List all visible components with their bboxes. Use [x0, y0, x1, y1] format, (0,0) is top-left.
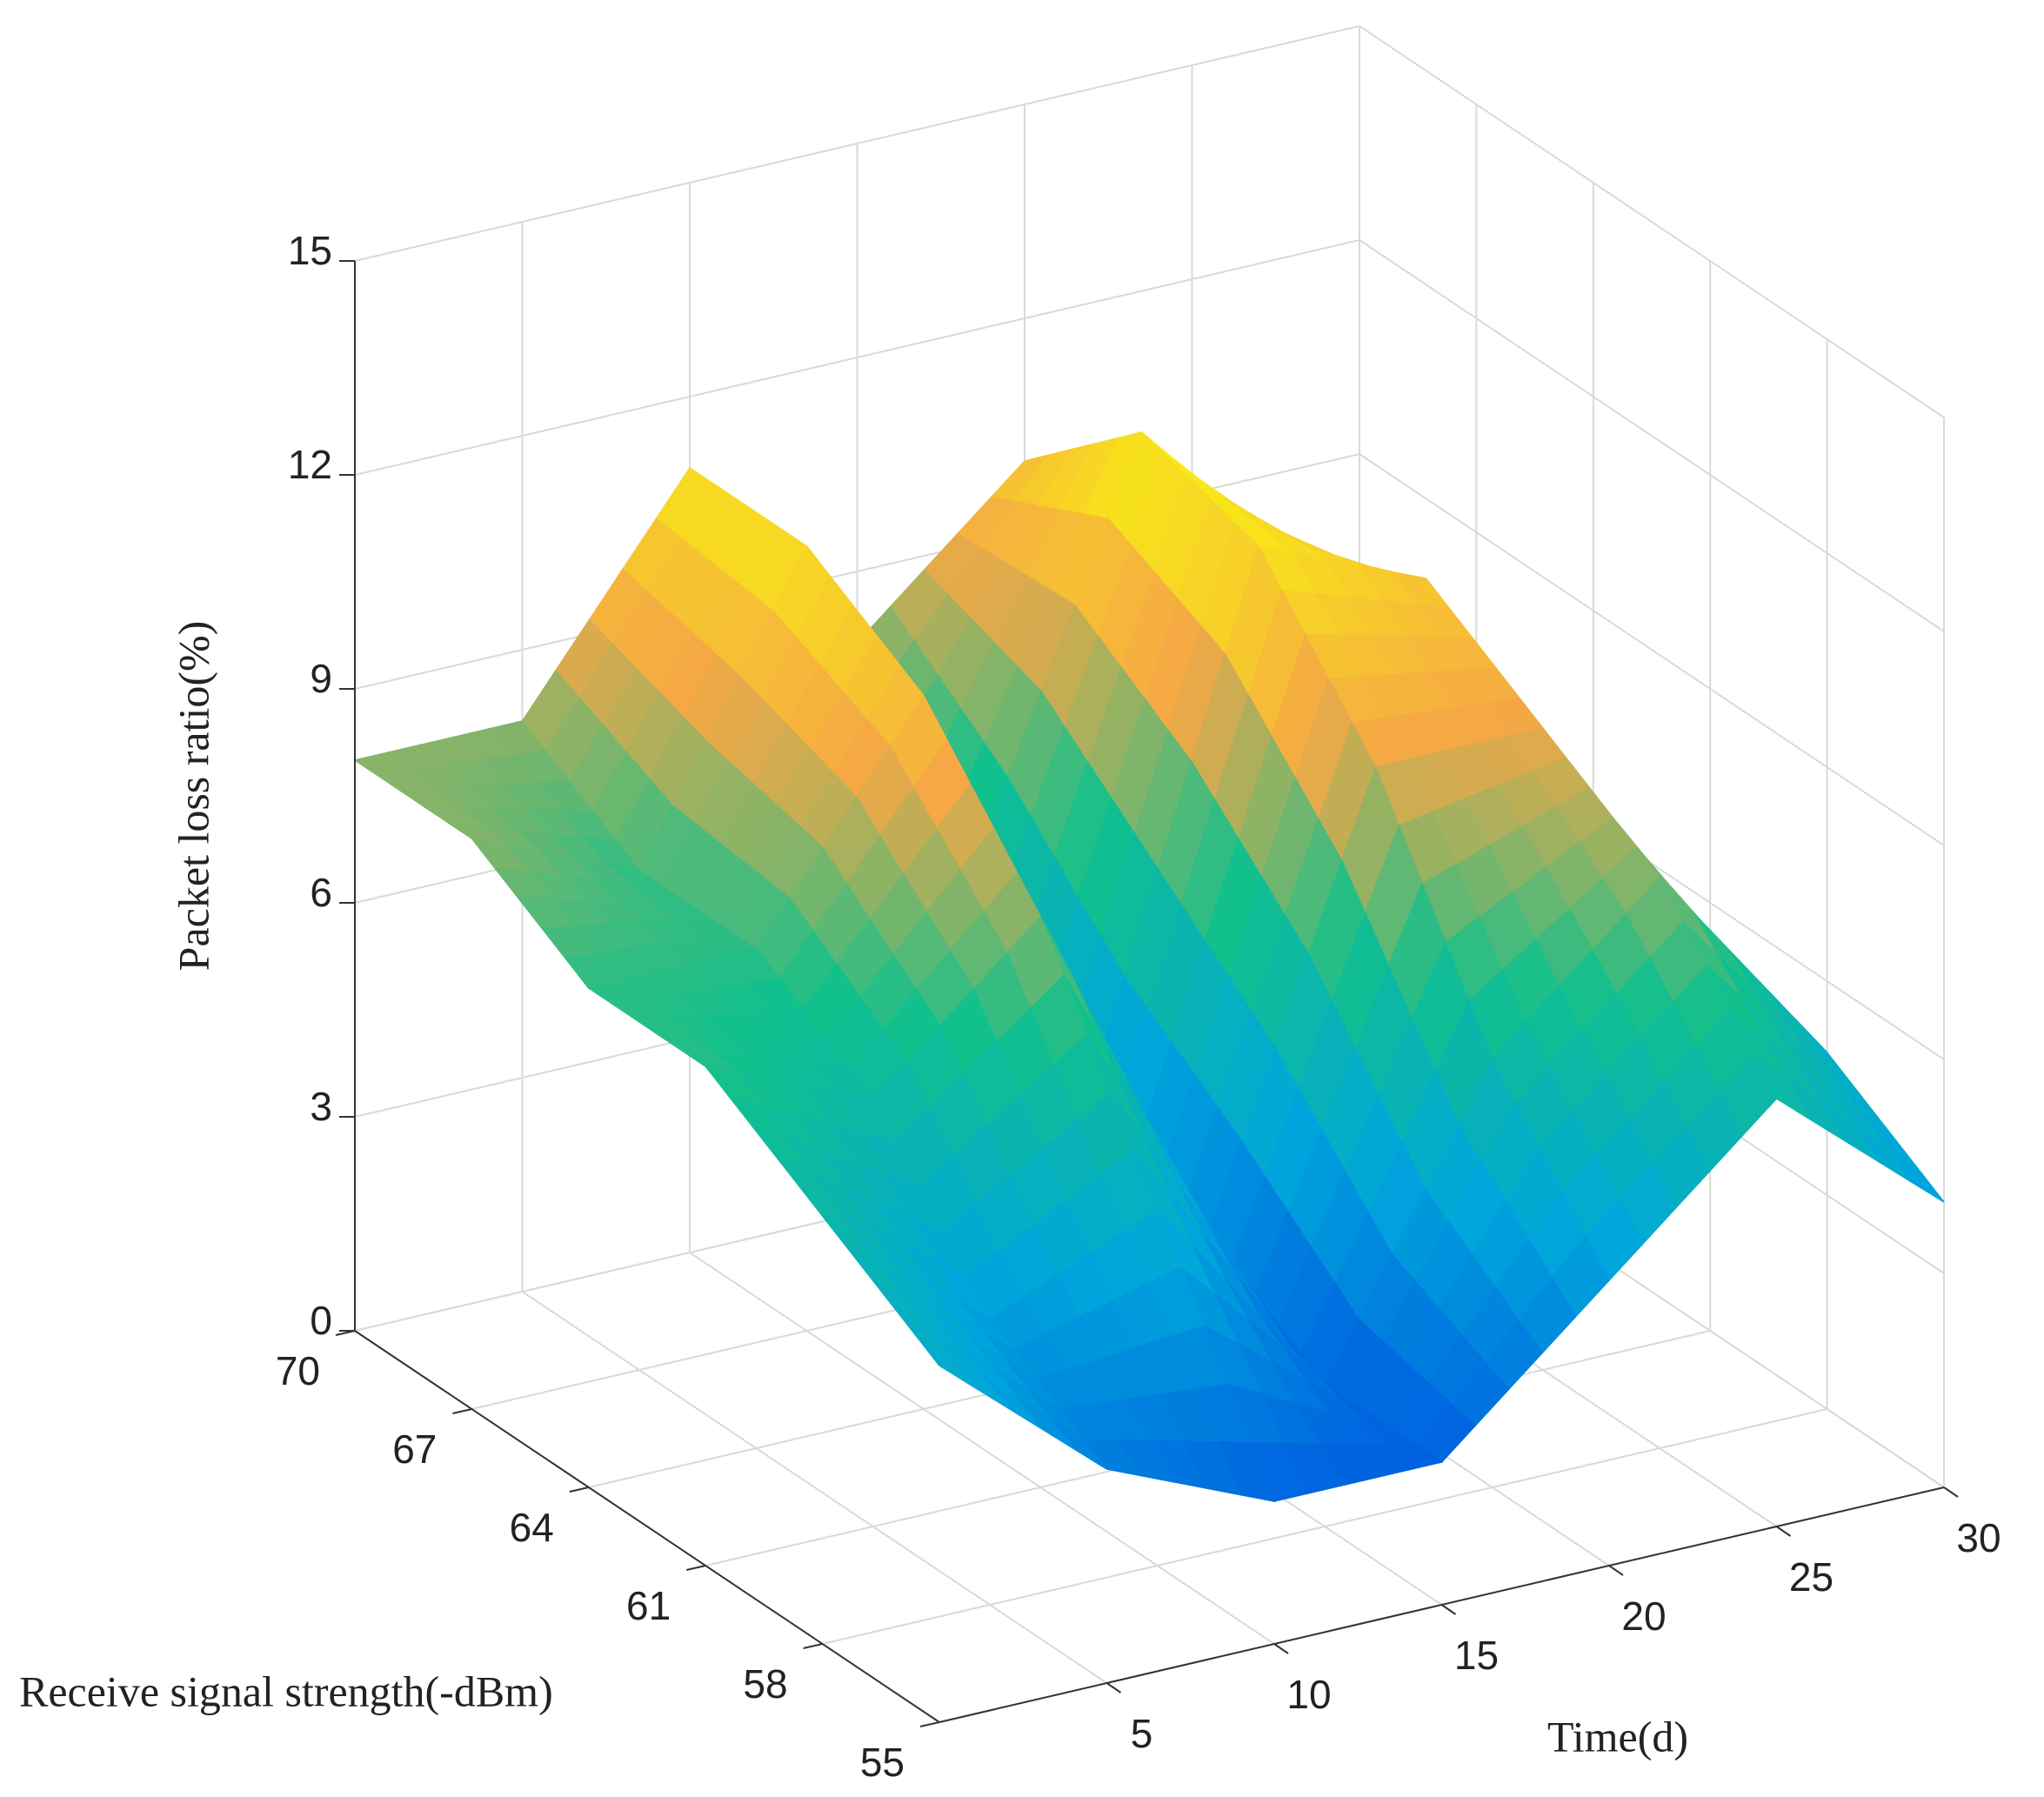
x-tick-label: 10 [1286, 1672, 1331, 1717]
x-tick-label: 5 [1131, 1711, 1153, 1756]
tick-mark [1105, 1682, 1122, 1693]
axes: 0 3 6 9 12 15 55 58 61 64 67 70 5 10 15 20 25 30 [276, 228, 2001, 1785]
grid-line [354, 239, 1360, 476]
tick-mark [685, 1565, 706, 1571]
surface-patch [915, 1334, 974, 1387]
tick-mark [1608, 1565, 1624, 1576]
z-tick-label: 0 [310, 1298, 332, 1343]
z-tick-label: 9 [310, 656, 332, 701]
z-axis-label: Packet loss ratio(%) [169, 621, 217, 972]
z-tick-label: 6 [310, 870, 332, 915]
grid-line [354, 25, 1360, 262]
tick-mark [569, 1486, 590, 1493]
surface-patch [1887, 1147, 1945, 1203]
grid-line [1359, 25, 1945, 418]
z-tick-label: 15 [288, 228, 332, 273]
grid-line [822, 1408, 1827, 1645]
y-tick-label: 55 [860, 1740, 905, 1785]
tick-mark [1273, 1643, 1289, 1654]
y-axis-label: Receive signal strength(-dBm) [19, 1667, 553, 1715]
y-tick-label: 67 [392, 1426, 437, 1472]
z-tick-label: 3 [310, 1084, 332, 1129]
tick-mark [452, 1408, 472, 1414]
grid-line [521, 1291, 1108, 1684]
tick-mark [1440, 1604, 1457, 1615]
tick-mark [335, 1330, 356, 1336]
y-tick-label: 64 [510, 1505, 554, 1550]
grid-line [689, 1252, 1275, 1645]
y-tick-label: 61 [626, 1583, 671, 1628]
tick-mark [1775, 1526, 1792, 1537]
x-axis-label: Time(d) [1547, 1712, 1688, 1760]
x-tick-label: 30 [1956, 1515, 2001, 1560]
tick-mark [1943, 1486, 1959, 1498]
axis-line [354, 1330, 940, 1723]
y-tick-label: 70 [276, 1348, 320, 1393]
y-tick-label: 58 [743, 1661, 787, 1707]
surface [353, 431, 1945, 1502]
x-tick-label: 25 [1789, 1554, 1834, 1600]
tick-mark [803, 1643, 823, 1649]
grid-line [1359, 239, 1945, 632]
x-tick-label: 20 [1621, 1593, 1666, 1639]
z-tick-label: 12 [288, 442, 332, 487]
x-tick-label: 15 [1454, 1633, 1499, 1678]
tick-mark [919, 1721, 940, 1727]
grid-line [1359, 453, 1945, 846]
